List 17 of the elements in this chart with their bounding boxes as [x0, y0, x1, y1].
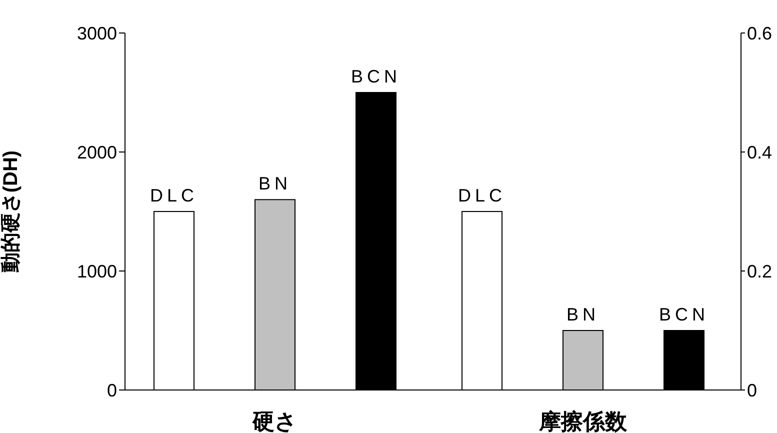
- y-tick-label: 0: [747, 380, 758, 400]
- y-tick-label: 0.6: [747, 23, 772, 44]
- x-axis-title: 硬さ: [252, 409, 298, 433]
- y-tick-label: 0: [106, 380, 117, 400]
- series-label: BCN: [658, 304, 710, 324]
- y-tick-label: 2000: [76, 142, 117, 162]
- series-label: BCN: [350, 66, 402, 86]
- series-label: BN: [258, 174, 292, 194]
- series-label: BN: [566, 304, 600, 324]
- series-label: DLC: [458, 186, 506, 206]
- x-axis-title: 摩擦係数: [538, 409, 628, 433]
- y-axis-title: 動的硬さ(DH): [0, 150, 22, 274]
- y-tick-label: 0.2: [747, 261, 772, 282]
- y-tick-label: 0.4: [747, 142, 772, 162]
- series-label: DLC: [150, 186, 198, 206]
- y-tick-label: 1000: [76, 261, 117, 282]
- y-tick-label: 3000: [76, 23, 117, 44]
